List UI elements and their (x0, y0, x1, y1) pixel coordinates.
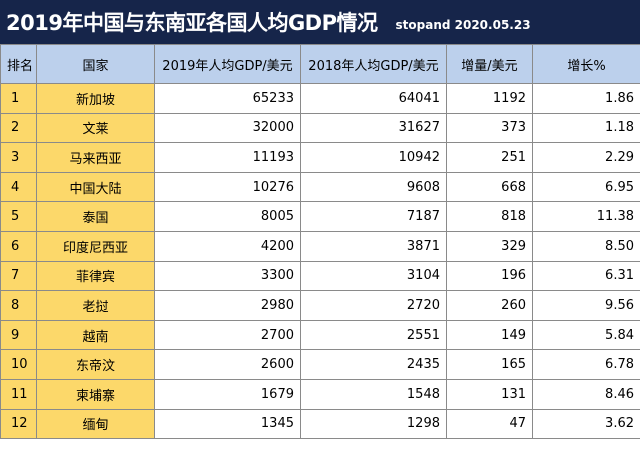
table-cell: 1.86 (532, 83, 640, 114)
table-row: 6 印度尼西亚 4200 3871 329 8.50 (0, 230, 640, 262)
table-row: 7 菲律宾 3300 3104 196 6.31 (0, 260, 640, 292)
subtitle: stopand 2020.05.23 (395, 18, 531, 32)
table-cell: 47 (446, 408, 533, 440)
table-cell: 196 (446, 260, 533, 292)
table-cell: 3871 (300, 230, 447, 262)
table-cell: 老挝 (36, 290, 155, 321)
table-cell: 9 (0, 319, 37, 351)
table-cell: 菲律宾 (36, 260, 155, 292)
table-row: 3 马来西亚 11193 10942 251 2.29 (0, 142, 640, 173)
table-cell: 2435 (300, 349, 447, 380)
table-cell: 11193 (154, 142, 301, 173)
table-cell: 文莱 (36, 112, 155, 144)
table-cell: 3 (0, 142, 37, 173)
table-cell: 3104 (300, 260, 447, 292)
table-cell: 2600 (154, 349, 301, 380)
table-cell: 251 (446, 142, 533, 173)
table-cell: 东帝汶 (36, 349, 155, 380)
header-row: 排名 国家 2019年人均GDP/美元 2018年人均GDP/美元 增量/美元 增长% (0, 44, 640, 84)
table-cell: 668 (446, 171, 533, 203)
table-cell: 2980 (154, 290, 301, 321)
table-cell: 6.78 (532, 349, 640, 380)
table-cell: 1298 (300, 408, 447, 440)
table-cell: 1.18 (532, 112, 640, 144)
table-cell: 65233 (154, 83, 301, 114)
column-header: 增长% (532, 44, 640, 84)
table-cell: 2.29 (532, 142, 640, 173)
column-header: 2019年人均GDP/美元 (154, 44, 301, 84)
table-cell: 7187 (300, 201, 447, 232)
table-cell: 2720 (300, 290, 447, 321)
table-cell: 1679 (154, 378, 301, 410)
table-cell: 8 (0, 290, 37, 321)
table-cell: 1192 (446, 83, 533, 114)
table-cell: 2551 (300, 319, 447, 351)
table-cell: 10 (0, 349, 37, 380)
table-cell: 泰国 (36, 201, 155, 232)
table-cell: 818 (446, 201, 533, 232)
table-cell: 1 (0, 83, 37, 114)
table-row: 5 泰国 8005 7187 818 11.38 (0, 201, 640, 232)
table-cell: 1345 (154, 408, 301, 440)
table-cell: 31627 (300, 112, 447, 144)
table-row: 1 新加坡 65233 64041 1192 1.86 (0, 83, 640, 114)
table-cell: 中国大陆 (36, 171, 155, 203)
table-cell: 6.95 (532, 171, 640, 203)
table-cell: 越南 (36, 319, 155, 351)
table-cell: 64041 (300, 83, 447, 114)
table-cell: 马来西亚 (36, 142, 155, 173)
table-cell: 6.31 (532, 260, 640, 292)
table-cell: 329 (446, 230, 533, 262)
column-header: 国家 (36, 44, 155, 84)
table-cell: 165 (446, 349, 533, 380)
table-cell: 新加坡 (36, 83, 155, 114)
table-row: 12 缅甸 1345 1298 47 3.62 (0, 408, 640, 440)
table-cell: 1548 (300, 378, 447, 410)
table-cell: 12 (0, 408, 37, 440)
table-cell: 8.46 (532, 378, 640, 410)
title: 2019年中国与东南亚各国人均GDP情况 (6, 11, 378, 35)
table-cell: 4 (0, 171, 37, 203)
table-cell: 9.56 (532, 290, 640, 321)
table-cell: 11 (0, 378, 37, 410)
table-row: 11 柬埔寨 1679 1548 131 8.46 (0, 378, 640, 410)
column-header: 2018年人均GDP/美元 (300, 44, 447, 84)
title-bar: 2019年中国与东南亚各国人均GDP情况 stopand 2020.05.23 (0, 0, 640, 44)
table-cell: 2 (0, 112, 37, 144)
table-cell: 柬埔寨 (36, 378, 155, 410)
table-cell: 10942 (300, 142, 447, 173)
table-cell: 9608 (300, 171, 447, 203)
table-row: 2 文莱 32000 31627 373 1.18 (0, 112, 640, 144)
table-cell: 10276 (154, 171, 301, 203)
gdp-table: 排名 国家 2019年人均GDP/美元 2018年人均GDP/美元 增量/美元 增长% 1… (0, 44, 640, 440)
table-cell: 5 (0, 201, 37, 232)
column-header: 排名 (0, 44, 37, 84)
table-cell: 373 (446, 112, 533, 144)
table-cell: 8.50 (532, 230, 640, 262)
table-cell: 2700 (154, 319, 301, 351)
table-cell: 缅甸 (36, 408, 155, 440)
table-cell: 11.38 (532, 201, 640, 232)
table-body: 1 新加坡 65233 64041 1192 1.86 2 文莱 32000 31627 373 1.… (0, 83, 640, 440)
table-cell: 32000 (154, 112, 301, 144)
table-cell: 印度尼西亚 (36, 230, 155, 262)
table-cell: 3.62 (532, 408, 640, 440)
table-row: 10 东帝汶 2600 2435 165 6.78 (0, 349, 640, 380)
table-cell: 260 (446, 290, 533, 321)
table-row: 8 老挝 2980 2720 260 9.56 (0, 290, 640, 321)
table-cell: 6 (0, 230, 37, 262)
table-row: 4 中国大陆 10276 9608 668 6.95 (0, 171, 640, 203)
column-header: 增量/美元 (446, 44, 533, 84)
table-cell: 8005 (154, 201, 301, 232)
table-cell: 3300 (154, 260, 301, 292)
table-cell: 7 (0, 260, 37, 292)
table-cell: 5.84 (532, 319, 640, 351)
table-cell: 4200 (154, 230, 301, 262)
table-row: 9 越南 2700 2551 149 5.84 (0, 319, 640, 351)
table-cell: 149 (446, 319, 533, 351)
table-cell: 131 (446, 378, 533, 410)
